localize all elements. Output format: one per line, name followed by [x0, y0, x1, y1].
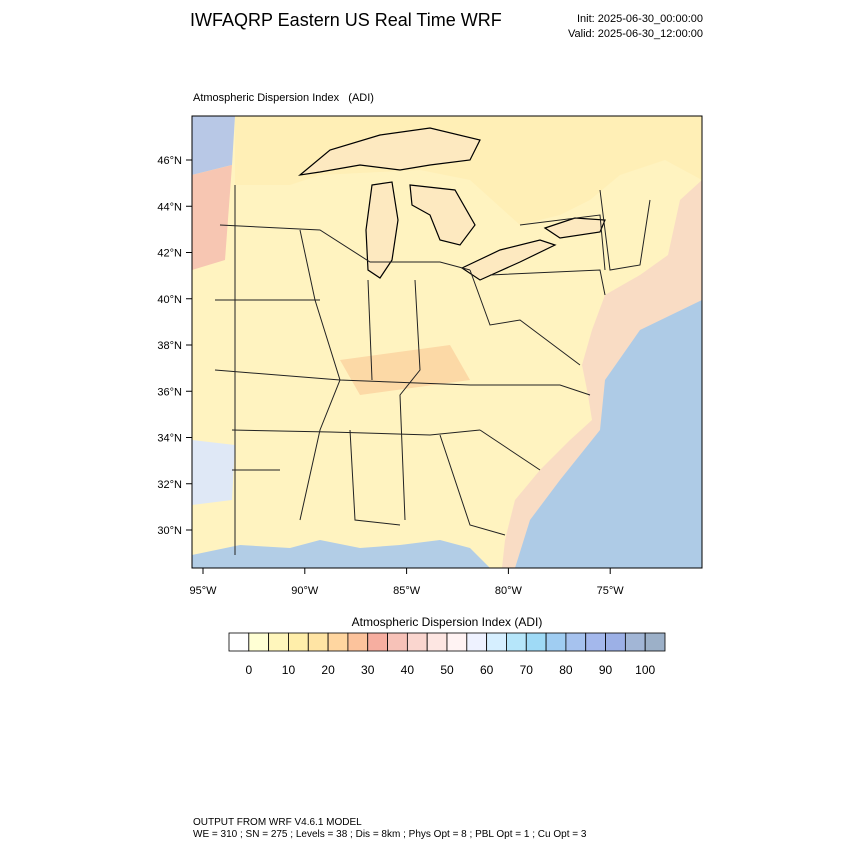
colorbar-box	[506, 632, 527, 652]
colorbar-box	[347, 632, 369, 652]
colorbar-label: 70	[520, 663, 534, 677]
patch	[192, 165, 232, 270]
colorbar-box	[644, 632, 666, 652]
ocean	[515, 300, 702, 568]
colorbar-box	[248, 632, 270, 652]
patch	[192, 440, 235, 505]
lat-label: 44°N	[157, 201, 182, 213]
gulf	[192, 540, 490, 568]
colorbar-label: 20	[321, 663, 335, 677]
lake-huron	[409, 184, 476, 246]
lon-labels: 95°W 90°W 85°W 80°W 75°W	[189, 568, 624, 597]
lat-label: 42°N	[157, 248, 182, 260]
colorbar-label: 80	[559, 663, 573, 677]
lat-labels: 46°N 44°N 42°N 40°N 38°N 36°N 34°N 32°N 30°N	[157, 155, 192, 537]
colorbar-label: 100	[635, 663, 655, 677]
colorbar-label: 0	[245, 663, 252, 677]
colorbar-box	[406, 632, 428, 652]
lat-label: 36°N	[157, 386, 182, 398]
colorbar-box	[367, 632, 388, 652]
lat-label: 34°N	[157, 433, 182, 445]
lon-label: 85°W	[393, 585, 421, 597]
colorbar-box	[228, 632, 250, 652]
colorbar-title: Atmospheric Dispersion Index (ADI)	[352, 615, 543, 629]
page-title: IWFAQRP Eastern US Real Time WRF	[190, 10, 502, 30]
colorbar-box	[327, 632, 349, 652]
lake-michigan	[365, 181, 399, 279]
lat-label: 32°N	[157, 479, 182, 491]
lake-ontario	[543, 217, 606, 239]
colorbar-box	[605, 632, 626, 652]
map-frame	[191, 115, 703, 569]
colorbar-box	[624, 632, 646, 652]
colorbar-label: 90	[599, 663, 613, 677]
colorbar-label: 50	[440, 663, 454, 677]
colorbar-label: 40	[401, 663, 415, 677]
colorbar-box	[466, 632, 488, 652]
colorbar-box	[585, 632, 606, 652]
footer-line: WE = 310 ; SN = 275 ; Levels = 38 ; Dis …	[193, 829, 587, 840]
colorbar-label: 10	[282, 663, 296, 677]
colorbar-box	[426, 632, 448, 652]
colorbar-box	[525, 632, 547, 652]
footer-line: OUTPUT FROM WRF V4.6.1 MODEL	[193, 817, 362, 828]
colorbar-box	[486, 632, 507, 652]
colorbar-label: 60	[480, 663, 494, 677]
colorbar-box	[446, 632, 468, 652]
lon-label: 90°W	[291, 585, 319, 597]
colorbar-box	[307, 632, 329, 652]
state-lines	[214, 185, 651, 555]
patch	[340, 345, 470, 395]
lake-erie	[460, 239, 557, 281]
map	[191, 115, 703, 569]
init-time: Init: 2025-06-30_00:00:00	[577, 13, 703, 25]
colorbar-box	[288, 632, 309, 652]
lon-label: 80°W	[495, 585, 523, 597]
lat-label: 38°N	[157, 340, 182, 352]
map-title: Atmospheric Dispersion Index (ADI)	[193, 92, 374, 104]
colorbar-box	[268, 632, 289, 652]
lon-label: 95°W	[189, 585, 217, 597]
lake-superior	[297, 127, 481, 176]
lon-label: 75°W	[597, 585, 625, 597]
colorbar-box	[545, 632, 567, 652]
valid-time: Valid: 2025-06-30_12:00:00	[568, 28, 703, 40]
colorbar-box	[387, 632, 408, 652]
colorbar: 0 10 20 30 40 50 60 70 80 90 100	[228, 632, 666, 677]
lat-label: 30°N	[157, 525, 182, 537]
lat-label: 40°N	[157, 294, 182, 306]
patch	[192, 116, 235, 175]
lat-label: 46°N	[157, 155, 182, 167]
colorbar-label: 30	[361, 663, 375, 677]
colorbar-box	[565, 632, 587, 652]
